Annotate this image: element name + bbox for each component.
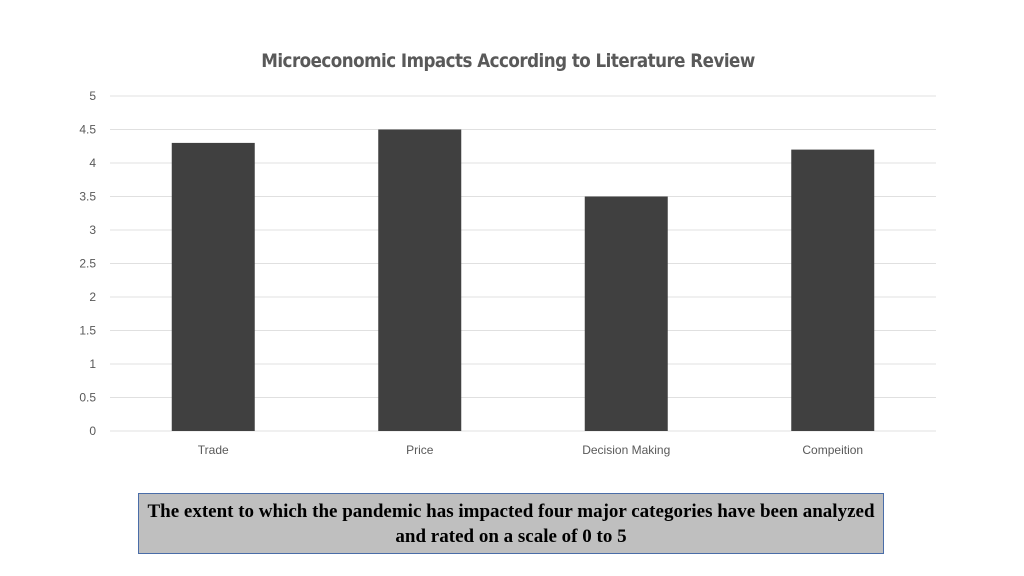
bar-trade [171, 142, 255, 431]
bar-compeition [791, 149, 875, 431]
y-tick-label: 3 [89, 223, 96, 237]
caption-text: The extent to which the pandemic has imp… [147, 500, 875, 547]
y-tick-label: 0.5 [79, 391, 96, 405]
caption-box: The extent to which the pandemic has imp… [138, 493, 884, 554]
chart-title: Microeconomic Impacts According to Liter… [261, 50, 755, 72]
bar-decision-making [584, 196, 668, 431]
y-axis-ticks: 0 0.5 1 1.5 2 2.5 3 3.5 4 4.5 5 [79, 89, 96, 438]
bars [171, 129, 875, 431]
y-tick-label: 2 [89, 290, 96, 304]
y-tick-label: 3.5 [79, 190, 96, 204]
x-axis-ticks: Trade Price Decision Making Compeition [198, 443, 863, 457]
x-tick-label: Compeition [802, 443, 863, 457]
y-tick-label: 4 [89, 156, 96, 170]
x-tick-label: Decision Making [582, 443, 670, 457]
bar-price [378, 129, 462, 431]
y-tick-label: 4.5 [79, 123, 96, 137]
y-tick-label: 5 [89, 89, 96, 103]
y-tick-label: 1.5 [79, 324, 96, 338]
y-tick-label: 0 [89, 424, 96, 438]
x-tick-label: Trade [198, 443, 229, 457]
x-tick-label: Price [406, 443, 434, 457]
y-tick-label: 2.5 [79, 257, 96, 271]
y-tick-label: 1 [89, 357, 96, 371]
